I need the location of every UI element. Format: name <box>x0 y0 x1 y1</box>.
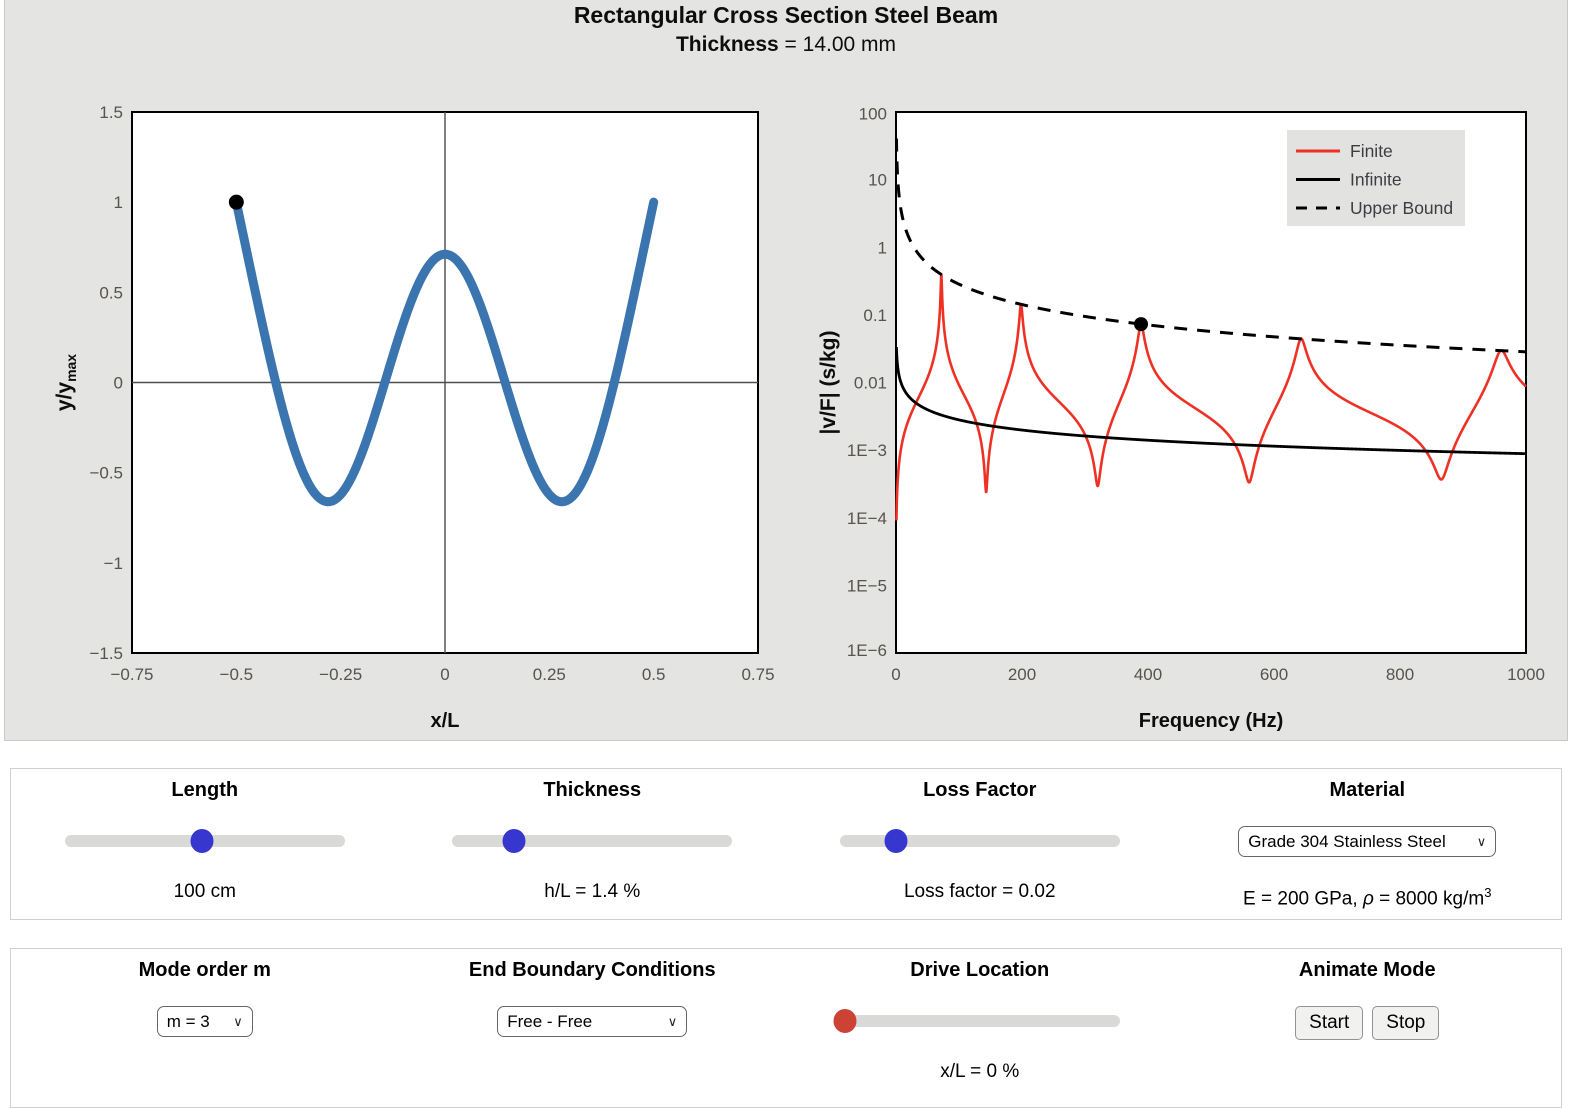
mode-frequency-dot <box>1134 317 1149 332</box>
legend-label: Upper Bound <box>1350 198 1453 218</box>
material-heading: Material <box>1329 779 1406 801</box>
mobility-y-tick-label: 0.1 <box>863 306 887 325</box>
mobility-y-axis-label: |v/F| (s/kg) <box>817 331 840 435</box>
mobility-x-axis-label: Frequency (Hz) <box>1139 710 1283 732</box>
controls-row-2: Mode order m m = 3 ∨ End Boundary Condit… <box>10 948 1562 1108</box>
material-rho-symbol: ρ <box>1362 888 1374 910</box>
mode-shape-y-axis-label: y/ymax <box>53 354 79 411</box>
drive-location-slider-track[interactable] <box>839 1015 1120 1027</box>
mode-shape-y-tick-label: 0 <box>114 374 123 393</box>
mobility-x-tick-label: 800 <box>1386 665 1414 684</box>
mode-shape-x-tick-label: 0.5 <box>642 665 666 684</box>
mobility-x-tick-label: 0 <box>891 665 900 684</box>
length-slider-thumb[interactable] <box>190 829 214 853</box>
material-e-text: E = 200 GPa, <box>1243 888 1363 910</box>
drive-location-value: x/L = 0 % <box>940 1061 1020 1082</box>
chevron-down-icon: ∨ <box>1476 833 1487 849</box>
thickness-slider-track[interactable] <box>452 835 733 847</box>
upper-bound-curve <box>894 138 1527 354</box>
mobility-y-tick-label: 1 <box>878 238 887 257</box>
thickness-column: Thickness h/L = 1.4 % <box>399 769 787 919</box>
mobility-x-tick-label: 200 <box>1008 665 1036 684</box>
stop-button[interactable]: Stop <box>1372 1006 1440 1040</box>
thickness-heading: Thickness <box>543 779 642 801</box>
mode-shape-y-tick-label: 0.5 <box>99 283 123 302</box>
page-subtitle: Thickness = 14.00 mm <box>5 33 1567 57</box>
mobility-x-tick-label: 1000 <box>1507 665 1545 684</box>
loss-factor-heading: Loss Factor <box>923 779 1037 801</box>
boundary-conditions-select[interactable]: Free - Free ∨ <box>497 1006 688 1037</box>
legend-label: Infinite <box>1350 170 1402 190</box>
mode-shape-y-tick-label: 1 <box>114 193 123 212</box>
thickness-slider-thumb[interactable] <box>502 829 526 853</box>
mobility-y-tick-label: 1E−3 <box>847 441 887 460</box>
mode-order-heading: Mode order m <box>138 959 271 981</box>
drive-location-column: Drive Location x/L = 0 % <box>786 949 1174 1107</box>
mobility-x-tick-label: 400 <box>1134 665 1162 684</box>
mode-shape-x-tick-label: 0.25 <box>533 665 566 684</box>
charts-svg: −0.75 −0.5 −0.25 0 0.25 0.5 0.75 1.5 1 0.5 0 −0.5 −1… <box>53 103 1545 732</box>
mode-order-column: Mode order m m = 3 ∨ <box>11 949 399 1107</box>
material-rho-text: = 8000 kg/m <box>1373 888 1485 910</box>
thickness-slider[interactable] <box>452 829 733 853</box>
mobility-y-tick-label: 0.01 <box>854 374 887 393</box>
page-title: Rectangular Cross Section Steel Beam <box>573 2 999 28</box>
length-heading: Length <box>171 779 239 801</box>
length-column: Length 100 cm <box>11 769 399 919</box>
material-selected-value: Grade 304 Stainless Steel <box>1248 831 1446 851</box>
mobility-y-tick-label: 100 <box>859 105 887 124</box>
mobility-y-tick-label: 1E−6 <box>847 641 887 660</box>
mobility-y-tick-label: 1E−5 <box>847 576 887 595</box>
legend-label: Finite <box>1350 141 1393 161</box>
material-select[interactable]: Grade 304 Stainless Steel ∨ <box>1238 826 1497 857</box>
animate-mode-column: Animate Mode Start Stop <box>1174 949 1562 1107</box>
length-slider[interactable] <box>64 829 345 853</box>
mode-order-selected-value: m = 3 <box>166 1011 210 1031</box>
animate-buttons: Start Stop <box>1295 1006 1440 1040</box>
drive-location-heading: Drive Location <box>910 959 1050 981</box>
controls-row-1: Length 100 cm Thickness h/L = 1.4 % Loss… <box>10 768 1562 920</box>
loss-factor-slider-thumb[interactable] <box>884 829 908 853</box>
chart-panel: Rectangular Cross Section Steel Beam Thi… <box>4 0 1568 741</box>
drive-point-dot <box>228 194 244 210</box>
mode-shape-x-tick-label: −0.75 <box>110 665 153 684</box>
chevron-down-icon: ∨ <box>667 1013 678 1029</box>
mode-shape-y-tick-label: −0.5 <box>89 464 123 483</box>
mode-shape-y-tick-label: −1 <box>104 554 123 573</box>
mode-shape-curve <box>231 197 659 507</box>
mode-shape-x-tick-label: 0 <box>440 665 449 684</box>
length-value: 100 cm <box>173 881 236 902</box>
animate-mode-heading: Animate Mode <box>1298 959 1436 981</box>
mode-shape-x-axis-label: x/L <box>431 710 460 732</box>
mode-shape-y-tick-label: −1.5 <box>89 644 123 663</box>
mode-order-select[interactable]: m = 3 ∨ <box>156 1006 253 1037</box>
material-exponent: 3 <box>1484 885 1492 900</box>
infinite-beam-curve <box>895 346 1526 456</box>
material-properties: E = 200 GPa, ρ = 8000 kg/m3 <box>1243 885 1491 910</box>
finite-beam-curve <box>895 273 1528 521</box>
loss-factor-slider[interactable] <box>839 829 1120 853</box>
loss-factor-value: Loss factor = 0.02 <box>903 881 1056 902</box>
subtitle-value: = 14.00 mm <box>778 33 897 56</box>
chevron-down-icon: ∨ <box>233 1013 243 1029</box>
mode-shape-x-tick-label: −0.25 <box>319 665 362 684</box>
boundary-conditions-selected-value: Free - Free <box>507 1011 593 1031</box>
boundary-conditions-heading: End Boundary Conditions <box>468 959 716 981</box>
mode-shape-x-tick-label: −0.5 <box>220 665 254 684</box>
loss-factor-column: Loss Factor Loss factor = 0.02 <box>786 769 1174 919</box>
mode-shape-x-tick-label: 0.75 <box>741 665 774 684</box>
drive-location-slider-thumb[interactable] <box>833 1009 857 1033</box>
mobility-x-tick-label: 600 <box>1260 665 1288 684</box>
loss-factor-slider-track[interactable] <box>839 835 1120 847</box>
boundary-conditions-column: End Boundary Conditions Free - Free ∨ <box>399 949 787 1107</box>
thickness-value: h/L = 1.4 % <box>544 881 641 902</box>
drive-location-slider[interactable] <box>833 1009 1120 1033</box>
material-column: Material Grade 304 Stainless Steel ∨ E =… <box>1174 769 1562 919</box>
subtitle-label: Thickness <box>675 33 779 56</box>
mobility-y-tick-label: 10 <box>868 171 887 190</box>
start-button[interactable]: Start <box>1295 1006 1364 1040</box>
mode-shape-y-tick-label: 1.5 <box>99 103 123 122</box>
mobility-y-tick-label: 1E−4 <box>847 509 887 528</box>
